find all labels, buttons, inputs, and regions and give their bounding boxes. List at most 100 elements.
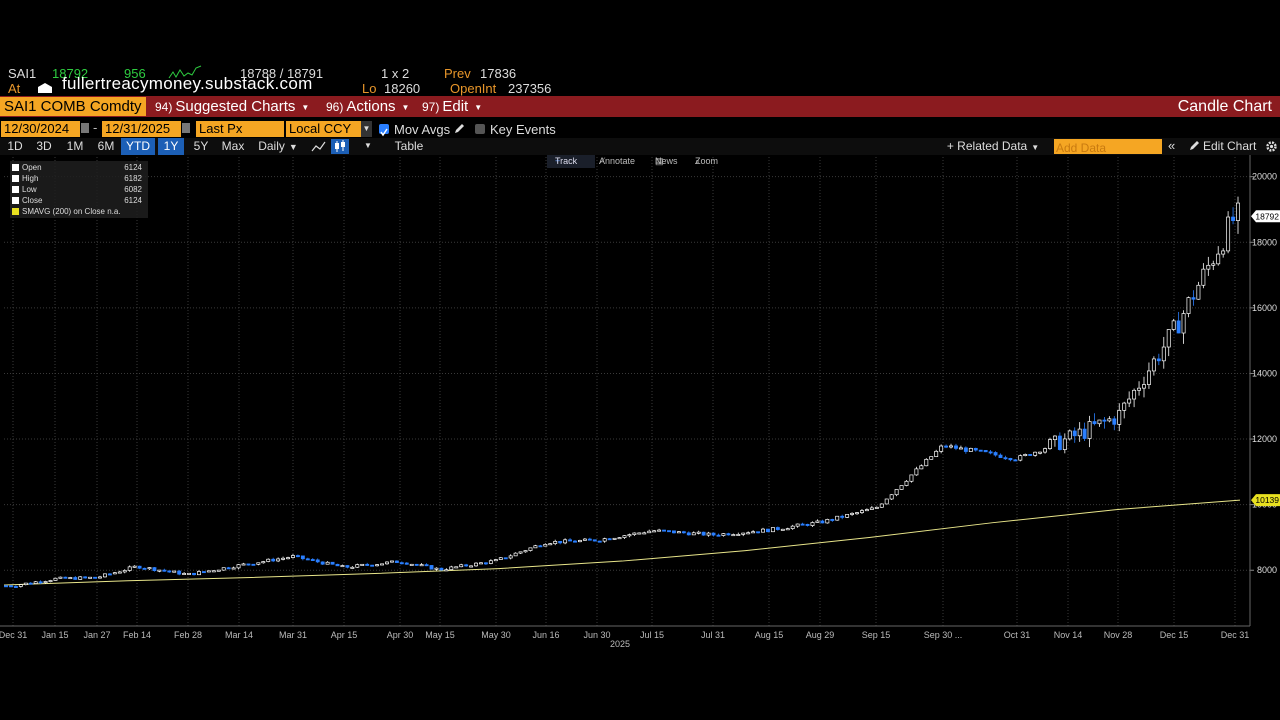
range-6m[interactable]: 6M <box>97 139 115 153</box>
candle-body <box>869 507 874 510</box>
range-5y[interactable]: 5Y <box>193 139 209 153</box>
x-tick-label: May 15 <box>425 630 455 640</box>
range-1y[interactable]: 1Y <box>158 138 184 155</box>
candle-chart[interactable]: Dec 31 Jan 15 Jan 27 Feb 14 Feb 28 Mar 14 Mar … <box>0 155 1280 652</box>
key-events-label: Key Events <box>490 122 556 137</box>
edit-chart-button[interactable]: Edit Chart <box>1203 139 1257 153</box>
range-3d[interactable]: 3D <box>36 139 52 153</box>
candle-body <box>1221 250 1226 255</box>
candle-body <box>528 547 533 551</box>
related-data-menu[interactable]: + Related Data ▼ <box>944 138 1042 155</box>
candle-body <box>1166 329 1171 348</box>
candle-body <box>103 573 107 578</box>
candle-body <box>187 572 192 575</box>
candle-body <box>731 534 736 537</box>
range-ytd[interactable]: YTD <box>121 138 155 155</box>
actions-menu[interactable]: 96) Actions ▼ <box>326 96 409 117</box>
chart-params: 12/30/2024 - 12/31/2025 Last Px Local CC… <box>0 120 1280 138</box>
candle-body <box>523 550 528 553</box>
frequency-select[interactable]: Daily ▼ <box>254 138 302 155</box>
candle-body <box>211 570 216 573</box>
quote-at-label: At <box>8 81 21 96</box>
legend-value: 6124 <box>124 196 142 205</box>
candle-body <box>345 565 350 568</box>
collapse-icon[interactable]: « <box>1168 138 1176 153</box>
candle-body <box>1216 253 1221 265</box>
candle-body <box>563 539 568 544</box>
candle-body <box>830 519 835 521</box>
table-button[interactable]: Table <box>394 139 424 153</box>
candle-body <box>112 572 117 575</box>
chevron-down-icon[interactable]: ▼ <box>364 141 372 150</box>
candle-body <box>4 585 8 588</box>
range-1m[interactable]: 1M <box>66 139 84 153</box>
pencil-icon[interactable] <box>1188 140 1200 152</box>
candle-body <box>993 452 998 456</box>
pencil-icon[interactable] <box>453 123 465 135</box>
calendar-icon[interactable] <box>81 123 89 133</box>
candle-body <box>879 503 884 508</box>
candle-body <box>855 512 859 515</box>
quote-ticker: SAI1 <box>8 66 37 81</box>
candle-body <box>968 447 973 452</box>
y-tick-label: 12000 <box>1252 434 1277 444</box>
candle-body <box>1028 454 1033 456</box>
add-data-input[interactable]: Add Data <box>1054 139 1162 155</box>
security-field[interactable]: SAI1 COMB Comdty <box>0 97 146 116</box>
candle-body <box>78 576 83 580</box>
candle-body <box>454 566 459 569</box>
track-button[interactable]: + Track <box>547 155 595 168</box>
news-button[interactable]: ▤ News <box>647 155 678 168</box>
candle-body <box>365 563 370 566</box>
candle-body <box>1062 438 1067 450</box>
candle-chart-icon[interactable] <box>331 139 349 154</box>
candle-body <box>939 445 944 452</box>
end-date-input[interactable]: 12/31/2025 <box>102 121 181 137</box>
calendar-icon[interactable] <box>182 123 190 133</box>
suggested-charts-menu[interactable]: 94) Suggested Charts ▼ <box>155 96 309 117</box>
legend-swatch <box>12 164 19 172</box>
quote-prev-label: Prev <box>444 66 471 81</box>
line-chart-icon[interactable] <box>311 140 327 153</box>
currency-select[interactable]: Local CCY <box>286 121 362 137</box>
field-select[interactable]: Last Px <box>196 121 284 137</box>
edit-menu[interactable]: 97) Edit ▼ <box>422 96 482 117</box>
candle-body <box>33 581 38 584</box>
candle-body <box>355 564 360 568</box>
x-tick-label: Jul 15 <box>640 630 664 640</box>
chevron-down-icon[interactable]: ▼ <box>361 121 372 137</box>
candle-body <box>1127 398 1132 404</box>
range-max[interactable]: Max <box>221 139 245 153</box>
y-tick-label: 18000 <box>1252 237 1277 247</box>
candle-body <box>404 562 409 565</box>
candle-body <box>958 447 963 450</box>
candle-body <box>756 531 761 534</box>
candle-body <box>1161 346 1166 362</box>
x-tick-label: Feb 28 <box>174 630 202 640</box>
mov-avgs-checkbox[interactable] <box>379 124 389 137</box>
candle-body <box>469 565 474 568</box>
candle-body <box>315 559 320 563</box>
legend-low: Low 6082 <box>12 184 146 195</box>
legend-label: High <box>22 174 39 183</box>
key-events-checkbox[interactable] <box>475 124 485 134</box>
edit-label: Edit <box>442 98 469 115</box>
range-1d[interactable]: 1D <box>7 139 23 153</box>
candle-body <box>266 558 271 562</box>
legend-swatch <box>12 208 19 216</box>
candle-body <box>657 529 662 532</box>
x-tick-label: Aug 15 <box>755 630 784 640</box>
gear-icon[interactable] <box>1265 140 1278 153</box>
candle-body <box>874 506 879 509</box>
year-label: 2025 <box>610 639 630 649</box>
candle-body <box>983 450 988 453</box>
candle-body <box>573 540 577 543</box>
quote-lo-label: Lo <box>362 81 377 96</box>
zoom-button[interactable]: ⌕ Zoom <box>687 155 718 168</box>
start-date-input[interactable]: 12/30/2024 <box>1 121 80 137</box>
candle-body <box>1211 263 1216 266</box>
date-separator: - <box>93 120 98 135</box>
annotate-button[interactable]: ⟋ Annotate <box>591 155 635 168</box>
candle-body <box>780 528 785 531</box>
suggested-charts-label: Suggested Charts <box>175 98 296 115</box>
